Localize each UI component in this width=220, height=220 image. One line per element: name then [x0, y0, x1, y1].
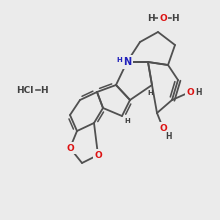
Text: H: H: [171, 13, 179, 22]
Text: O: O: [159, 13, 167, 22]
Text: N: N: [123, 57, 131, 67]
Text: H: H: [40, 86, 48, 95]
Text: H: H: [165, 132, 171, 141]
Text: O: O: [66, 143, 74, 152]
Text: O: O: [159, 123, 167, 132]
Text: H: H: [124, 118, 130, 124]
Text: O: O: [94, 150, 102, 160]
Text: H: H: [116, 57, 122, 63]
Text: HCl: HCl: [16, 86, 34, 95]
Text: H: H: [147, 13, 155, 22]
Text: H: H: [196, 88, 202, 97]
Text: O: O: [186, 88, 194, 97]
Text: H: H: [147, 90, 153, 96]
